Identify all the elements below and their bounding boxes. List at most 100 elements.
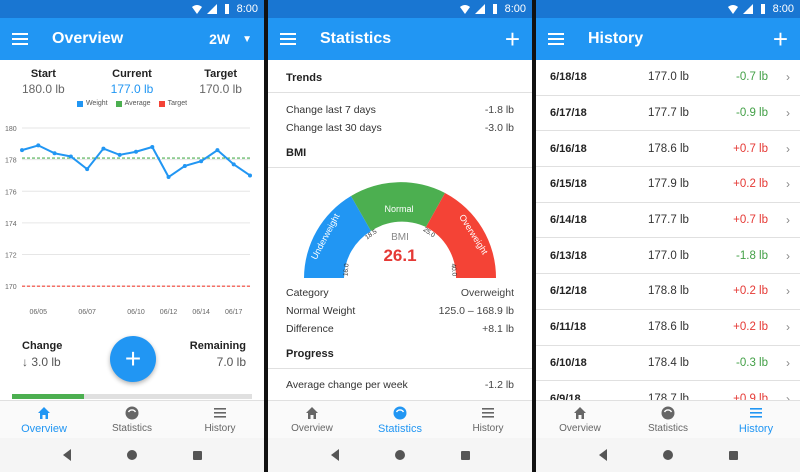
history-row[interactable]: 6/17/18 177.7 lb -0.9 lb › xyxy=(536,96,800,132)
history-row[interactable]: 6/11/18 178.6 lb +0.2 lb › xyxy=(536,310,800,346)
legend-weight-label: Weight xyxy=(85,100,108,107)
weight-chart[interactable]: 170 172 174 176 178 180 06/05 06/07 06/10 06/12 06… xyxy=(0,118,264,328)
home-button-icon[interactable] xyxy=(662,450,673,460)
home-button-icon[interactable] xyxy=(394,450,405,460)
add-entry-button[interactable]: + xyxy=(110,336,156,382)
scale-icon xyxy=(125,406,139,420)
tab-history[interactable]: History xyxy=(176,401,264,438)
chart-legend: Weight Average Target xyxy=(0,100,264,107)
change-7-value: -1.8 lb xyxy=(484,104,514,116)
gauge-tick-16: 16.0 xyxy=(342,263,350,277)
tab-history[interactable]: History xyxy=(712,401,800,438)
history-weight: 178.8 lb xyxy=(648,285,689,298)
legend-target: Target xyxy=(158,100,187,107)
history-row[interactable]: 6/18/18 177.0 lb -0.7 lb › xyxy=(536,60,800,96)
tab-overview-label: Overview xyxy=(559,423,601,434)
history-weight: 177.0 lb xyxy=(648,71,689,84)
history-row[interactable]: 6/14/18 177.7 lb +0.7 lb › xyxy=(536,203,800,239)
tab-history[interactable]: History xyxy=(444,401,532,438)
current-value: 177.0 lb xyxy=(110,82,154,96)
history-change: +0.7 lb xyxy=(733,142,768,155)
list-icon xyxy=(482,408,494,418)
back-icon[interactable] xyxy=(598,449,607,461)
weight-point xyxy=(166,175,171,180)
history-row[interactable]: 6/10/18 178.4 lb -0.3 lb › xyxy=(536,346,800,382)
category-value: Overweight xyxy=(460,287,514,299)
tab-overview-label: Overview xyxy=(291,423,333,434)
gauge-tick-40: 40.0 xyxy=(449,263,457,277)
history-row[interactable]: 6/16/18 178.6 lb +0.7 lb › xyxy=(536,131,800,168)
list-icon xyxy=(750,407,762,418)
history-row[interactable]: 6/13/18 177.0 lb -1.8 lb › xyxy=(536,238,800,275)
recents-icon[interactable] xyxy=(192,450,202,460)
overview-content: Start 180.0 lb Current 177.0 lb Target 1… xyxy=(0,60,264,400)
remaining-label: Remaining xyxy=(189,340,246,352)
history-date: 6/18/18 xyxy=(550,71,587,84)
history-date: 6/10/18 xyxy=(550,356,587,369)
tab-statistics[interactable]: Statistics xyxy=(624,401,712,438)
menu-icon[interactable] xyxy=(12,33,28,45)
weight-point xyxy=(215,148,220,153)
current-label: Current xyxy=(112,68,152,80)
tab-statistics[interactable]: Statistics xyxy=(88,401,176,438)
history-row[interactable]: 6/12/18 178.8 lb +0.2 lb › xyxy=(536,274,800,310)
progress-header: Progress xyxy=(286,348,334,360)
y-tick-label: 178 xyxy=(5,158,17,165)
history-weight: 178.6 lb xyxy=(648,321,689,334)
bmi-gauge: Underweight Normal Overweight 16.0 18.5 … xyxy=(268,170,532,282)
chevron-down-icon[interactable]: ▼ xyxy=(242,33,252,45)
home-button-icon[interactable] xyxy=(126,450,137,460)
x-tick-label: 06/07 xyxy=(78,309,96,316)
start-stat: Start 180.0 lb xyxy=(22,68,65,96)
scale-icon xyxy=(661,406,675,420)
range-dropdown[interactable]: 2W xyxy=(209,31,231,47)
home-icon xyxy=(574,407,586,419)
menu-icon[interactable] xyxy=(548,33,564,45)
history-row[interactable]: 6/9/18 178.7 lb +0.9 lb › xyxy=(536,381,800,400)
history-row[interactable]: 6/15/18 177.9 lb +0.2 lb › xyxy=(536,167,800,203)
difference-label: Difference xyxy=(286,323,334,335)
history-change: +0.7 lb xyxy=(733,214,768,227)
remaining-stat: Remaining 7.0 lb xyxy=(190,340,246,369)
recents-icon[interactable] xyxy=(728,450,738,460)
avg-change-label: Average change per week xyxy=(286,379,408,391)
tab-overview[interactable]: Overview xyxy=(536,401,624,438)
history-date: 6/16/18 xyxy=(550,142,587,155)
page-title: History xyxy=(588,30,644,47)
status-bar: 8:00 xyxy=(268,0,532,18)
bmi-value: 26.1 xyxy=(383,246,417,265)
add-icon[interactable]: + xyxy=(504,24,520,54)
normal-weight-label: Normal Weight xyxy=(286,305,356,317)
menu-icon[interactable] xyxy=(280,33,296,45)
recents-icon[interactable] xyxy=(460,450,470,460)
x-tick-label: 06/10 xyxy=(127,309,145,316)
add-icon[interactable]: + xyxy=(772,24,788,54)
back-icon[interactable] xyxy=(62,449,71,461)
weight-point xyxy=(182,163,187,168)
bmi-label: BMI xyxy=(391,232,409,243)
bottom-nav: Overview Statistics History xyxy=(0,400,264,438)
difference-value: +8.1 lb xyxy=(482,323,514,335)
tab-statistics-label: Statistics xyxy=(377,422,422,435)
current-stat: Current 177.0 lb xyxy=(111,68,154,96)
change-30-label: Change last 30 days xyxy=(286,122,382,134)
x-tick-label: 06/14 xyxy=(192,309,210,316)
page-title: Overview xyxy=(52,30,124,47)
app-bar: History + xyxy=(536,18,800,60)
history-screen: 8:00 History + 6/18/18 177.0 lb -0.7 lb › 6/… xyxy=(536,0,800,472)
list-icon xyxy=(214,408,226,418)
tab-overview[interactable]: Overview xyxy=(0,401,88,438)
chevron-right-icon: › xyxy=(786,106,790,121)
gauge-normal-segment xyxy=(351,182,445,231)
weight-point xyxy=(52,151,57,156)
weight-point xyxy=(20,148,24,153)
divider xyxy=(268,167,532,168)
overview-footer: Change ↓ 3.0 lb + Remaining 7.0 lb xyxy=(0,336,264,400)
tab-overview[interactable]: Overview xyxy=(268,401,356,438)
back-icon[interactable] xyxy=(330,449,339,461)
legend-weight: Weight xyxy=(76,100,108,107)
tab-statistics[interactable]: Statistics xyxy=(356,401,444,438)
weight-point xyxy=(231,162,236,167)
battery-icon xyxy=(492,4,497,14)
